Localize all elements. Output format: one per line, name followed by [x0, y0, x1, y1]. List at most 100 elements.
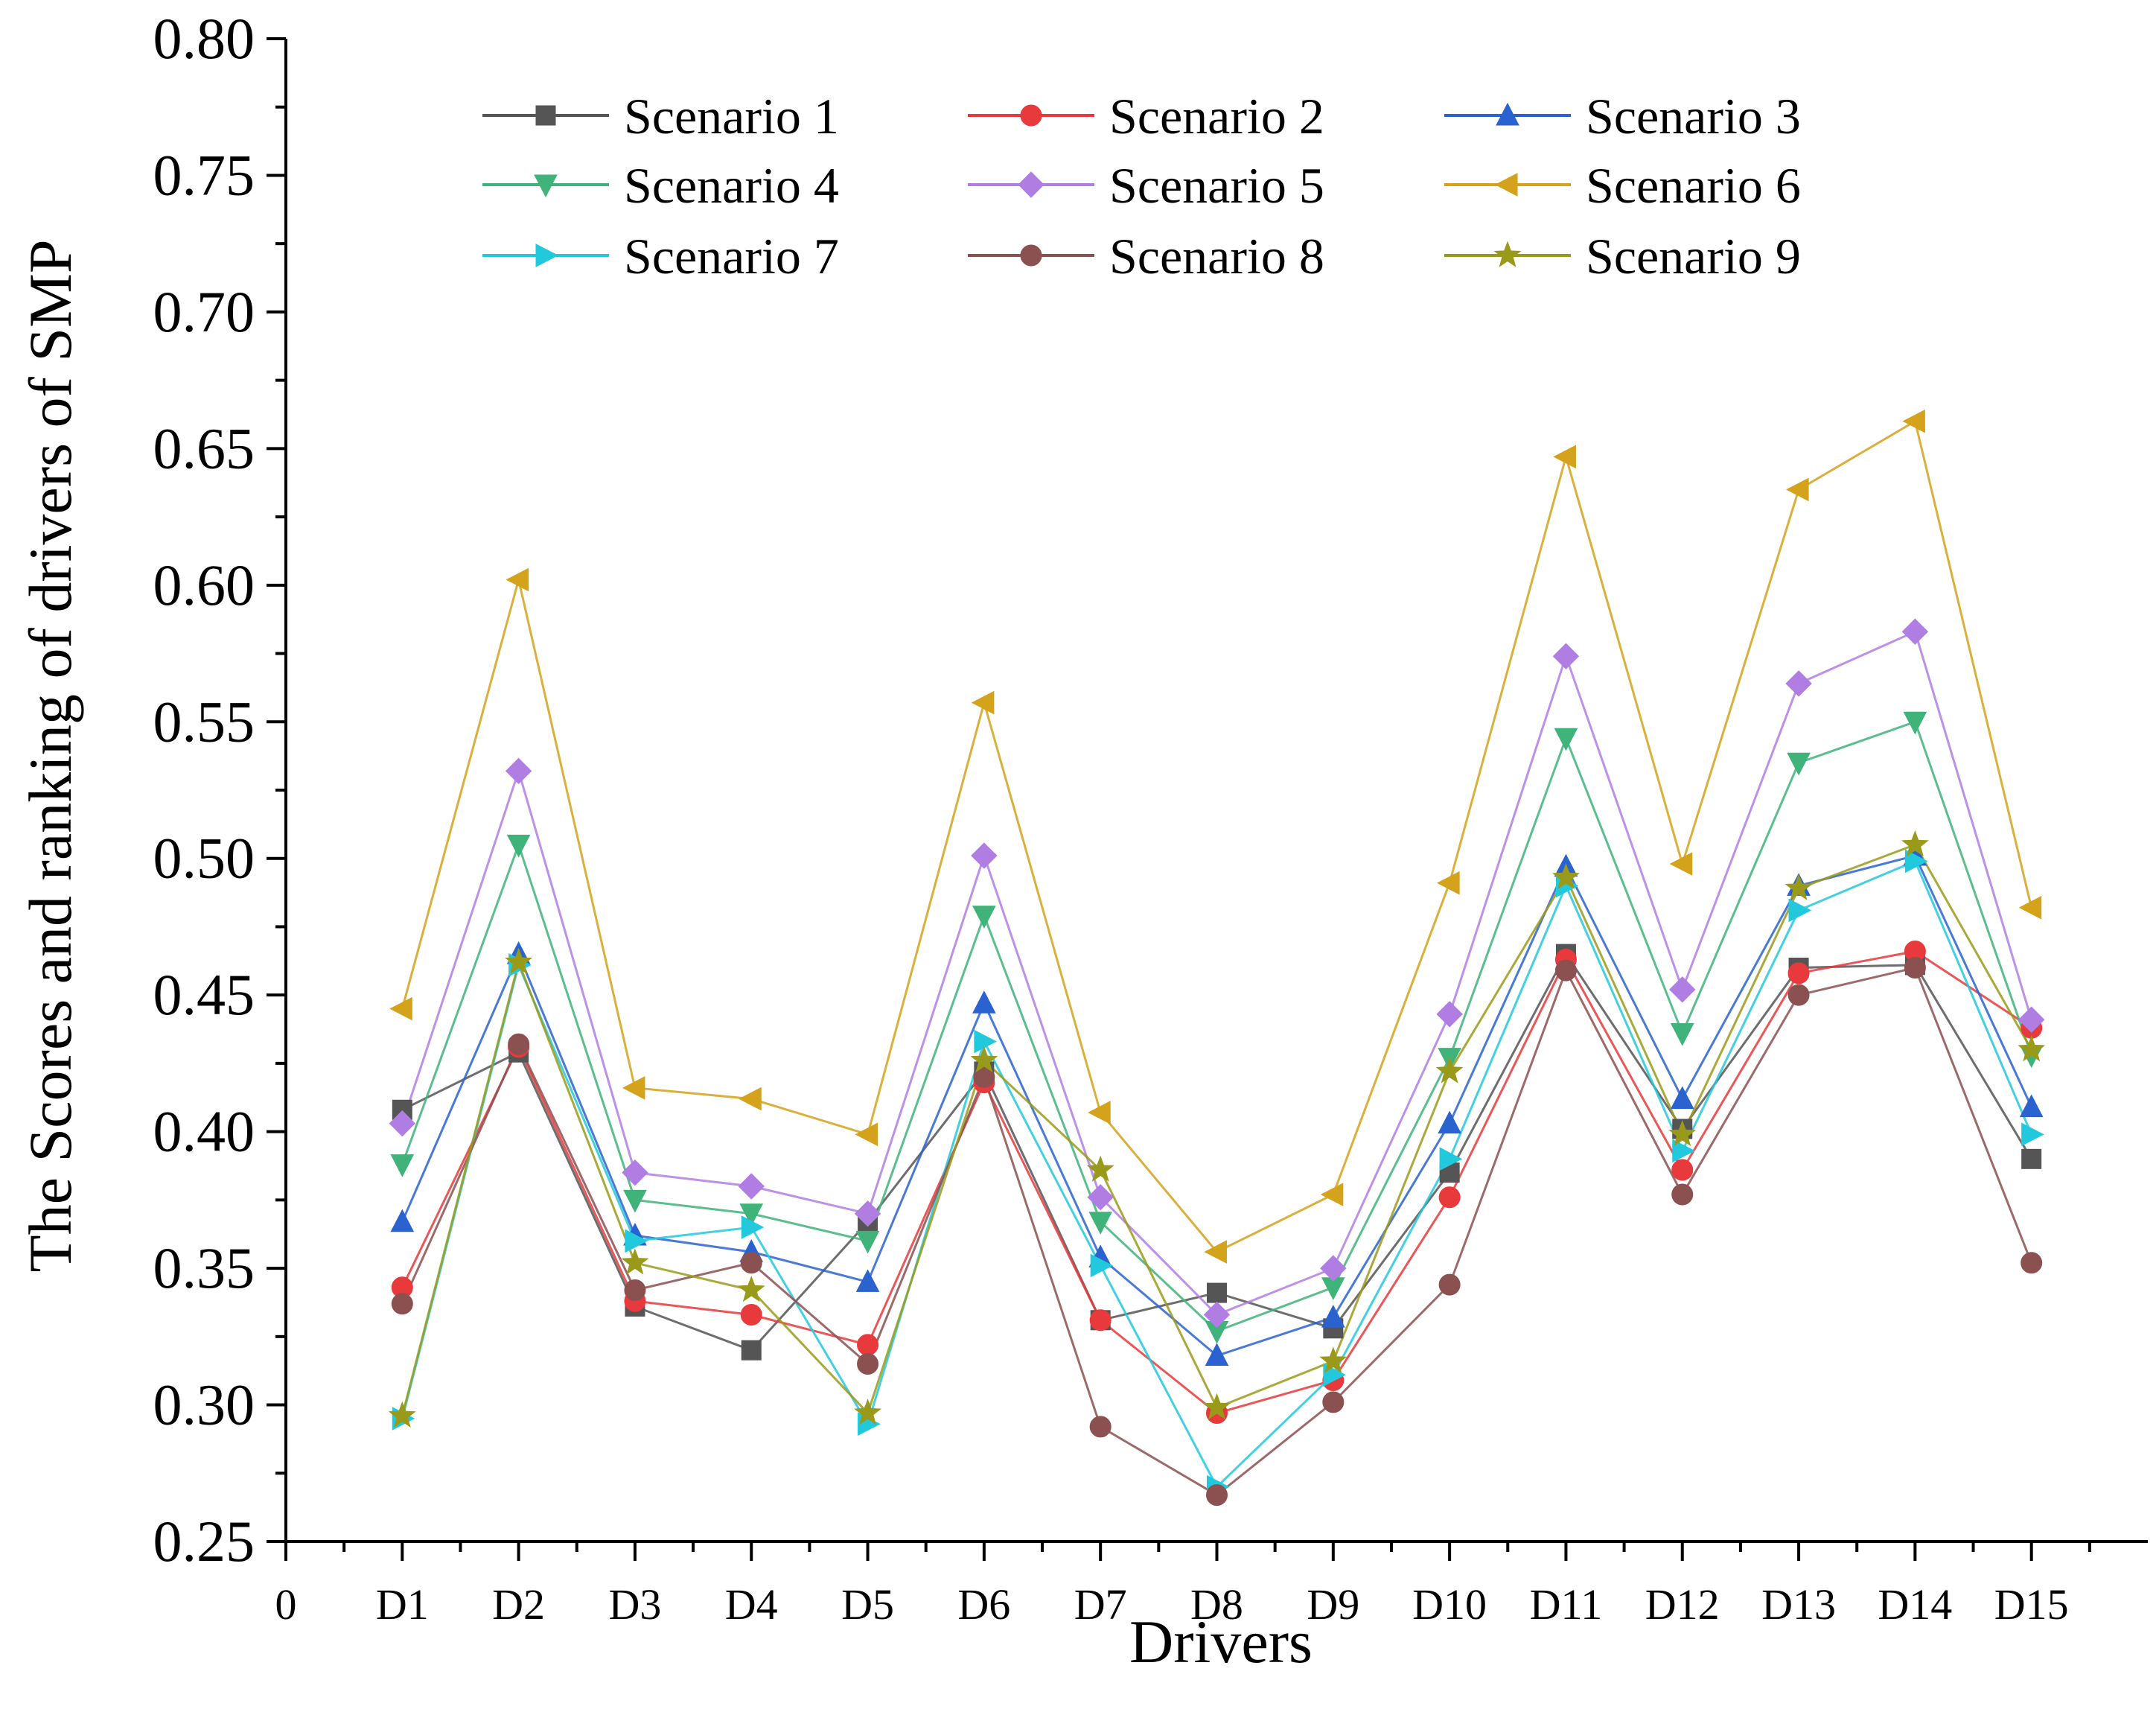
- data-point-scenario-2: [1787, 962, 1810, 984]
- y-tick-label: 0.35: [153, 1235, 255, 1300]
- data-point-scenario-7: [1904, 849, 1928, 874]
- data-point-scenario-5: [1552, 643, 1580, 669]
- data-point-scenario-8: [740, 1252, 762, 1274]
- data-point-scenario-5: [1436, 1001, 1463, 1028]
- y-tick-label: 0.75: [153, 142, 255, 207]
- legend-label-scenario-3: Scenario 3: [1586, 88, 1801, 144]
- data-point-scenario-9: [854, 1399, 882, 1425]
- data-point-scenario-4: [1903, 711, 1927, 735]
- data-point-scenario-9: [505, 947, 533, 974]
- data-point-scenario-6: [505, 567, 529, 592]
- legend-label-scenario-6: Scenario 6: [1586, 157, 1801, 214]
- data-point-scenario-9: [737, 1275, 765, 1302]
- legend-label-scenario-5: Scenario 5: [1109, 157, 1324, 214]
- x-tick-label: 0: [275, 1580, 297, 1629]
- data-point-scenario-5: [1087, 1183, 1114, 1211]
- data-point-scenario-9: [1203, 1393, 1231, 1419]
- data-point-scenario-4: [855, 1230, 880, 1254]
- data-point-scenario-6: [622, 1076, 645, 1100]
- series-line-scenario-5: [401, 630, 2033, 1317]
- y-tick-label: 0.30: [153, 1372, 255, 1437]
- data-point-scenario-1: [2021, 1148, 2042, 1169]
- legend-marker-scenario-2: [1020, 104, 1042, 127]
- data-point-scenario-3: [972, 990, 996, 1014]
- data-point-scenario-9: [970, 1046, 998, 1072]
- data-point-scenario-1: [392, 1099, 412, 1120]
- data-point-scenario-8: [1554, 959, 1577, 982]
- data-point-scenario-8: [1904, 956, 1926, 979]
- data-point-scenario-3: [2019, 1094, 2044, 1118]
- legend-marker-scenario-9: [1493, 241, 1522, 267]
- x-tick-label: D11: [1530, 1580, 1603, 1629]
- legend-label-scenario-8: Scenario 8: [1109, 228, 1324, 284]
- data-point-scenario-7: [974, 1029, 997, 1054]
- legend: Scenario 1 Scenario 2 Scenario 3 Scenario 4…: [482, 88, 1801, 284]
- data-point-scenario-6: [1902, 409, 1925, 433]
- data-point-scenario-6: [971, 690, 995, 715]
- data-point-scenario-1: [741, 1340, 762, 1361]
- data-point-scenario-5: [1320, 1255, 1347, 1282]
- y-tick-label: 0.65: [153, 416, 255, 480]
- data-point-scenario-4: [1554, 728, 1578, 751]
- x-tick-label: D13: [1761, 1580, 1836, 1629]
- data-point-scenario-9: [1086, 1155, 1114, 1182]
- data-point-scenario-4: [1088, 1212, 1113, 1235]
- data-point-scenario-7: [741, 1215, 765, 1239]
- legend-label-scenario-1: Scenario 1: [624, 88, 839, 144]
- data-point-scenario-8: [624, 1279, 646, 1301]
- data-point-scenario-8: [508, 1033, 530, 1055]
- data-point-scenario-9: [1551, 862, 1580, 890]
- data-point-scenario-2: [1671, 1159, 1694, 1181]
- legend-marker-scenario-3: [1496, 102, 1519, 126]
- data-point-scenario-9: [1435, 1057, 1464, 1084]
- y-tick-label: 0.45: [153, 962, 255, 1027]
- data-point-scenario-6: [1669, 852, 1693, 876]
- data-point-scenario-6: [1088, 1101, 1111, 1124]
- data-point-scenario-6: [855, 1122, 878, 1147]
- y-tick-label: 0.60: [153, 553, 255, 617]
- data-point-scenario-8: [857, 1353, 879, 1375]
- y-tick-label: 0.70: [153, 279, 255, 344]
- data-point-scenario-4: [739, 1203, 764, 1227]
- data-point-scenario-8: [1787, 984, 1810, 1006]
- data-point-scenario-9: [1901, 830, 1929, 857]
- x-tick-label: D5: [841, 1580, 894, 1629]
- y-tick-label: 0.55: [153, 689, 255, 754]
- series-line-scenario-6: [401, 419, 2033, 1253]
- data-point-scenario-2: [740, 1303, 762, 1326]
- y-tick-label: 0.40: [153, 1099, 255, 1164]
- x-tick-label: D8: [1190, 1580, 1243, 1629]
- legend-marker-scenario-1: [535, 105, 556, 126]
- data-point-scenario-6: [1320, 1183, 1344, 1206]
- x-tick-label: D3: [608, 1580, 661, 1629]
- legend-label-scenario-2: Scenario 2: [1109, 88, 1324, 144]
- data-point-scenario-2: [857, 1334, 879, 1356]
- data-point-scenario-9: [1785, 874, 1813, 900]
- data-point-scenario-5: [389, 1110, 416, 1137]
- data-point-scenario-6: [739, 1087, 762, 1111]
- data-point-scenario-5: [1785, 670, 1812, 697]
- legend-label-scenario-9: Scenario 9: [1586, 228, 1801, 284]
- legend-marker-scenario-4: [534, 174, 558, 198]
- y-tick-label: 0.80: [153, 6, 255, 71]
- x-tick-label: D14: [1878, 1580, 1952, 1629]
- data-point-scenario-7: [1788, 898, 1812, 923]
- data-point-scenario-2: [1089, 1309, 1112, 1332]
- data-point-scenario-7: [2021, 1122, 2044, 1147]
- data-point-scenario-7: [1090, 1253, 1114, 1278]
- legend-label-scenario-7: Scenario 7: [624, 228, 839, 284]
- data-point-scenario-9: [621, 1248, 649, 1275]
- x-tick-label: D4: [725, 1580, 778, 1629]
- data-point-scenario-5: [505, 757, 532, 785]
- data-point-scenario-6: [1785, 477, 1809, 502]
- data-point-scenario-9: [388, 1401, 416, 1428]
- data-point-scenario-8: [1089, 1416, 1112, 1438]
- legend-marker-scenario-5: [1018, 171, 1044, 198]
- x-tick-label: D2: [492, 1580, 545, 1629]
- data-point-scenario-8: [1671, 1183, 1694, 1206]
- data-point-scenario-6: [1553, 445, 1576, 469]
- data-point-scenario-6: [1204, 1240, 1227, 1264]
- x-axis-title: Drivers: [1129, 1608, 1313, 1676]
- data-point-scenario-1: [1207, 1282, 1227, 1303]
